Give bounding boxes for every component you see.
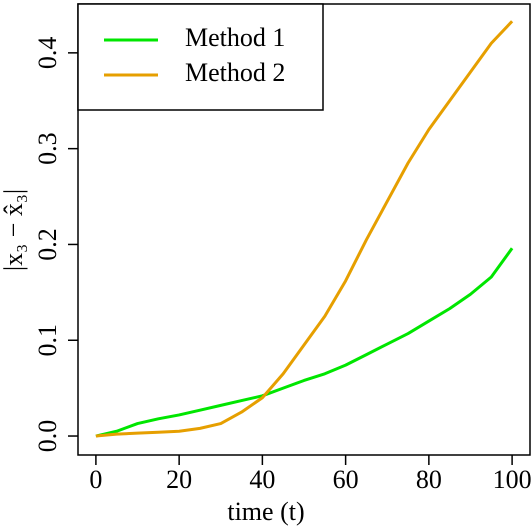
y-tick-label: 0.3 [33, 132, 62, 165]
y-axis-label: |x₃ − x̂₃| [0, 189, 28, 271]
line-series [95, 20, 514, 438]
x-axis-label: time (t) [227, 497, 304, 526]
legend-box [77, 3, 324, 111]
y-tick-label: 0.1 [33, 324, 62, 357]
y-tick-label: 0.4 [33, 37, 62, 70]
legend-label: Method 1 [185, 23, 285, 52]
x-tick-label: 40 [249, 465, 275, 494]
x-tick-label: 100 [493, 465, 532, 494]
x-tick-label: 80 [416, 465, 442, 494]
legend-label: Method 2 [185, 58, 285, 87]
line-series [95, 247, 514, 438]
x-tick-label: 0 [89, 465, 102, 494]
x-tick-label: 60 [333, 465, 359, 494]
x-tick-label: 20 [166, 465, 192, 494]
y-tick-label: 0.2 [33, 228, 62, 260]
y-tick-label: 0.0 [33, 420, 62, 453]
